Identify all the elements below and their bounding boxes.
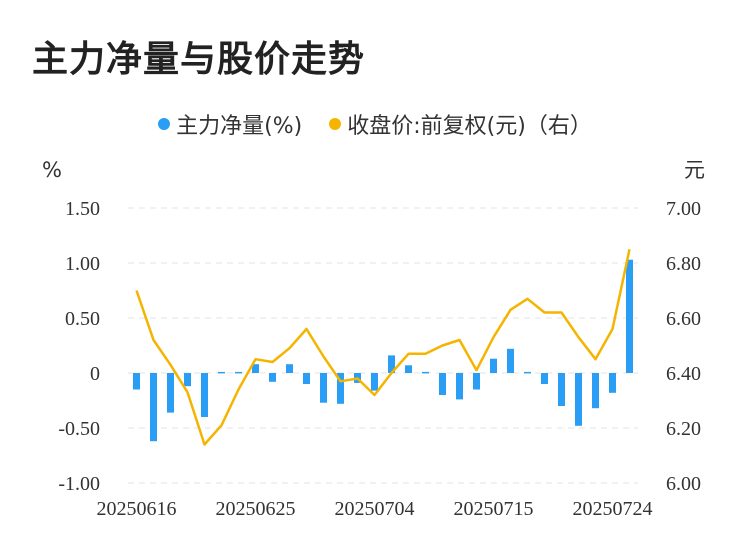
y-right-unit: 元 [684,158,705,182]
bar [541,373,548,384]
y-right-tick-label: 7.00 [666,198,701,220]
bar [269,373,276,382]
bar [252,364,259,373]
y-left-tick-label: 0.50 [65,308,100,330]
legend-label: 收盘价:前复权(元)（右） [347,114,592,139]
y-right-tick-label: 6.60 [666,308,701,330]
price-line [135,249,631,446]
bar [626,259,633,373]
legend-item-net-flow[interactable]: 主力净量(%) [158,108,302,140]
y-left-tick-label: -1.00 [58,473,100,495]
y-left-tick-label: -0.50 [58,418,100,440]
bar [201,373,208,417]
bar [371,373,378,391]
y-left-ticks: 1.50 1.00 0.50 0 -0.50 -1.00 [58,198,100,495]
chart-title: 主力净量与股价走势 [32,39,366,80]
x-tick-label: 20250704 [335,498,415,520]
x-tick-label: 20250625 [216,498,296,520]
bar [405,365,412,373]
line-series [135,249,631,446]
legend-item-close-price[interactable]: 收盘价:前复权(元)（右） [329,108,592,140]
bar [575,373,582,426]
bar [524,371,531,374]
bar [218,371,225,374]
bar [558,373,565,406]
bar [456,373,463,400]
bar [235,371,242,374]
bar [507,348,514,373]
y-right-tick-label: 6.80 [666,253,701,275]
bar [609,373,616,393]
y-right-tick-label: 6.00 [666,473,701,495]
y-right-ticks: 7.00 6.80 6.60 6.40 6.20 6.00 [666,198,701,495]
y-left-tick-label: 1.00 [65,253,100,275]
bar [286,364,293,373]
y-right-tick-label: 6.40 [666,363,701,385]
bar [184,373,191,387]
bar [473,373,480,390]
bar [490,358,497,373]
bar [439,373,446,395]
bar [167,373,174,413]
legend: 主力净量(%) 收盘价:前复权(元)（右） [0,108,750,140]
y-left-tick-label: 1.50 [65,198,100,220]
bar-series [133,259,633,442]
y-left-tick-label: 0 [90,363,100,385]
bar [592,373,599,409]
x-tick-label: 20250724 [573,498,653,520]
bar [388,355,395,373]
x-ticks: 20250616 20250625 20250704 20250715 20250724 [97,498,653,520]
bar [422,371,429,374]
bar [303,373,310,384]
gridlines [128,207,638,484]
x-tick-label: 20250715 [454,498,534,520]
legend-dot-icon [158,118,171,130]
legend-label: 主力净量(%) [176,114,303,139]
y-right-tick-label: 6.20 [666,418,701,440]
bar [150,373,157,442]
legend-dot-icon [329,118,342,130]
y-left-unit: % [42,158,62,182]
bar [337,373,344,404]
bar [133,373,140,390]
bar [320,373,327,403]
x-tick-label: 20250616 [97,498,177,520]
